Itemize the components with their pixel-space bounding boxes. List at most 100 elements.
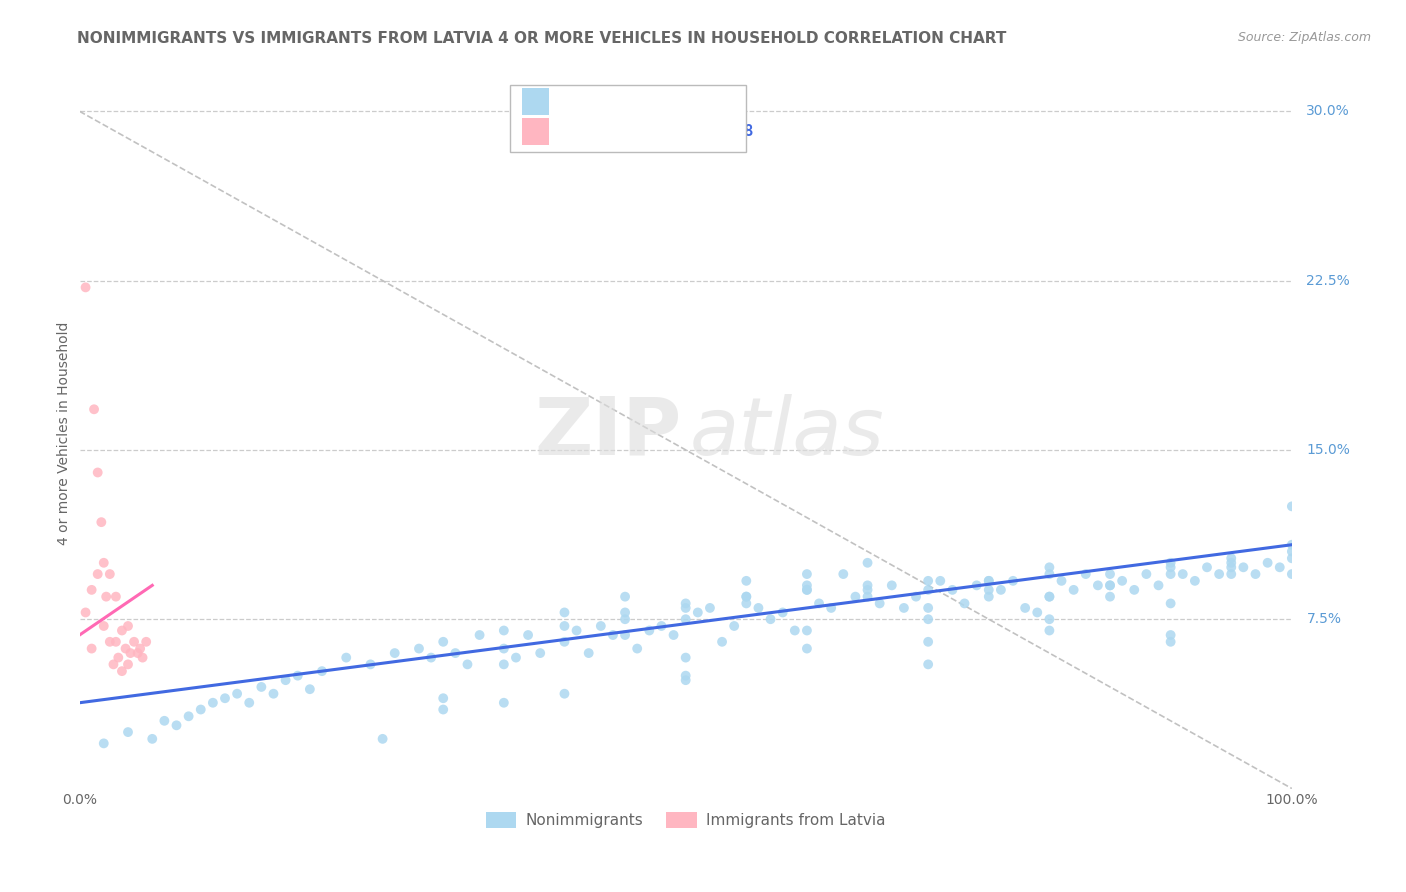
Point — [977, 574, 1000, 588]
Point — [1268, 560, 1291, 574]
Point — [977, 574, 1000, 588]
Point — [662, 628, 685, 642]
Point — [93, 736, 115, 750]
Point — [90, 515, 112, 529]
Point — [977, 582, 1000, 597]
Point — [1111, 574, 1133, 588]
Point — [1014, 601, 1036, 615]
Point — [1038, 612, 1060, 626]
Point — [86, 466, 108, 480]
Point — [135, 634, 157, 648]
Point — [107, 650, 129, 665]
Point — [432, 634, 454, 648]
Point — [226, 687, 249, 701]
Legend: Nonimmigrants, Immigrants from Latvia: Nonimmigrants, Immigrants from Latvia — [479, 806, 891, 834]
Point — [1002, 574, 1025, 588]
Point — [1135, 567, 1157, 582]
Point — [675, 673, 697, 688]
Point — [796, 582, 818, 597]
Point — [602, 628, 624, 642]
Point — [735, 574, 758, 588]
Point — [1171, 567, 1194, 582]
Point — [122, 634, 145, 648]
Point — [917, 634, 939, 648]
Point — [1160, 567, 1182, 582]
Point — [103, 657, 125, 672]
FancyBboxPatch shape — [522, 118, 548, 145]
Point — [492, 641, 515, 656]
Point — [1026, 606, 1049, 620]
Point — [263, 687, 285, 701]
Point — [335, 650, 357, 665]
Point — [832, 567, 855, 582]
Point — [1281, 567, 1303, 582]
Point — [675, 596, 697, 610]
Point — [614, 628, 637, 642]
Point — [1232, 560, 1254, 574]
Text: atlas: atlas — [689, 394, 884, 472]
Point — [80, 641, 103, 656]
Point — [917, 574, 939, 588]
Point — [941, 582, 963, 597]
Point — [117, 619, 139, 633]
Point — [917, 657, 939, 672]
Point — [1244, 567, 1267, 582]
Text: R =  0.162   N =  28: R = 0.162 N = 28 — [561, 124, 754, 139]
Point — [1220, 556, 1243, 570]
Point — [238, 696, 260, 710]
Point — [1098, 567, 1121, 582]
Point — [111, 664, 134, 678]
Point — [492, 696, 515, 710]
Point — [589, 619, 612, 633]
Point — [553, 619, 575, 633]
Point — [127, 646, 149, 660]
Point — [917, 601, 939, 615]
Point — [117, 725, 139, 739]
Point — [432, 691, 454, 706]
Point — [1160, 628, 1182, 642]
Text: 22.5%: 22.5% — [1306, 274, 1350, 287]
Point — [384, 646, 406, 660]
Point — [1063, 582, 1085, 597]
Point — [117, 657, 139, 672]
Point — [990, 582, 1012, 597]
Point — [141, 731, 163, 746]
Point — [1160, 556, 1182, 570]
Point — [93, 619, 115, 633]
Point — [1098, 578, 1121, 592]
Point — [1160, 596, 1182, 610]
Point — [650, 619, 672, 633]
Point — [75, 606, 97, 620]
Point — [492, 657, 515, 672]
Point — [1220, 560, 1243, 574]
Point — [408, 641, 430, 656]
Point — [675, 601, 697, 615]
Point — [444, 646, 467, 660]
Point — [869, 596, 891, 610]
Text: 30.0%: 30.0% — [1306, 104, 1350, 119]
Point — [796, 624, 818, 638]
Point — [250, 680, 273, 694]
Point — [96, 590, 118, 604]
Point — [98, 634, 121, 648]
Point — [1038, 590, 1060, 604]
Point — [856, 590, 879, 604]
Point — [553, 687, 575, 701]
Point — [614, 612, 637, 626]
Text: Source: ZipAtlas.com: Source: ZipAtlas.com — [1237, 31, 1371, 45]
Point — [735, 590, 758, 604]
Text: 7.5%: 7.5% — [1306, 612, 1341, 626]
Point — [856, 578, 879, 592]
Point — [1281, 544, 1303, 558]
Point — [1038, 624, 1060, 638]
Point — [114, 641, 136, 656]
Point — [614, 590, 637, 604]
Point — [856, 556, 879, 570]
Point — [735, 590, 758, 604]
Point — [917, 612, 939, 626]
Text: ZIP: ZIP — [534, 394, 682, 472]
Point — [80, 582, 103, 597]
Point — [1281, 538, 1303, 552]
Point — [783, 624, 806, 638]
Point — [1123, 582, 1146, 597]
